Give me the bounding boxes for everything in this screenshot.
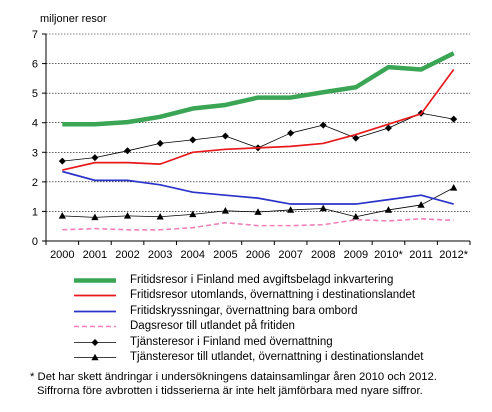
legend-item: Fritidsresor utomlands, övernattning i d… (72, 288, 482, 303)
data-point (450, 183, 458, 191)
legend-swatch-icon (74, 338, 116, 346)
legend-marker (91, 338, 99, 346)
x-tick-label: 2002 (115, 249, 139, 261)
y-tick-label: 7 (32, 29, 38, 41)
series-line (62, 68, 455, 171)
data-point (319, 121, 327, 129)
data-point (221, 132, 229, 140)
legend-item: Dagsresor till utlandet på fritiden (72, 319, 482, 334)
data-point (91, 154, 99, 162)
data-point (124, 147, 132, 155)
y-tick-label: 6 (32, 59, 38, 71)
data-point (352, 212, 360, 220)
legend-item: Tjänsteresor till utlandet, övernattning… (72, 350, 482, 365)
y-tick-label: 1 (32, 206, 38, 218)
legend-label: Tjänsteresor i Finland med övernattning (130, 335, 333, 348)
x-tick-label: 2009 (344, 249, 368, 261)
legend-label: Fritidsresor utomlands, övernattning i d… (130, 289, 416, 302)
data-point (417, 201, 425, 208)
x-tick-label: 2004 (181, 249, 205, 261)
legend-swatch-icon (74, 353, 116, 361)
footnote: * Det har skett ändringar i undersökning… (30, 370, 485, 398)
data-point (254, 208, 262, 215)
legend-label: Tjänsteresor till utlandet, övernattning… (130, 350, 424, 363)
footnote-line: Siffrorna före avbrotten i tidsserierna … (37, 385, 423, 397)
y-axis-label: miljoner resor (40, 13, 107, 25)
data-point (91, 213, 99, 221)
data-point (58, 212, 66, 219)
x-tick-label: 2001 (83, 249, 107, 261)
legend: Fritidsresor i Finland med avgiftsbelagd… (72, 273, 482, 365)
data-point (189, 136, 197, 144)
data-point (156, 139, 164, 147)
data-point (319, 204, 327, 212)
legend-swatch-icon (74, 278, 116, 283)
legend-label: Fritidskryssningar, övernattning bara om… (130, 304, 358, 317)
data-point (287, 206, 295, 213)
data-point (189, 210, 197, 218)
data-point (156, 212, 164, 220)
data-point (123, 212, 132, 219)
legend-swatch-icon (74, 325, 116, 328)
x-tick-label: 2011 (409, 249, 433, 261)
y-tick-label: 5 (32, 88, 38, 100)
data-point (58, 157, 66, 165)
y-tick-label: 2 (32, 177, 38, 189)
x-tick-label: 2010* (374, 249, 403, 261)
legend-label: Dagsresor till utlandet på fritiden (130, 320, 295, 333)
x-tick-label: 2008 (311, 249, 335, 261)
x-tick-label: 2003 (148, 249, 172, 261)
x-tick-label: 2000 (50, 249, 74, 261)
data-point (384, 124, 392, 132)
legend-item: Tjänsteresor i Finland med övernattning (72, 335, 482, 350)
y-tick-label: 4 (32, 118, 38, 130)
x-tick-label: 2005 (213, 249, 237, 261)
series-line (62, 170, 454, 205)
legend-marker (91, 353, 99, 361)
data-point (287, 129, 295, 137)
x-tick-label: 2012* (439, 249, 468, 261)
x-tick-label: 2007 (278, 249, 302, 261)
data-point (450, 115, 458, 123)
legend-item: Fritidskryssningar, övernattning bara om… (72, 304, 482, 319)
y-tick-label: 0 (32, 236, 38, 248)
y-tick-label: 3 (32, 147, 38, 159)
x-tick-label: 2006 (246, 249, 270, 261)
data-point (384, 206, 393, 213)
legend-item: Fritidsresor i Finland med avgiftsbelagd… (72, 273, 482, 288)
series-line (62, 218, 454, 231)
data-point (221, 207, 229, 214)
legend-swatch-icon (74, 295, 116, 297)
data-point (352, 134, 360, 142)
legend-swatch-icon (74, 310, 116, 313)
legend-label: Fritidsresor i Finland med avgiftsbelagd… (130, 274, 394, 286)
footnote-line: * Det har skett ändringar i undersökning… (30, 371, 437, 383)
series-line (62, 51, 455, 127)
